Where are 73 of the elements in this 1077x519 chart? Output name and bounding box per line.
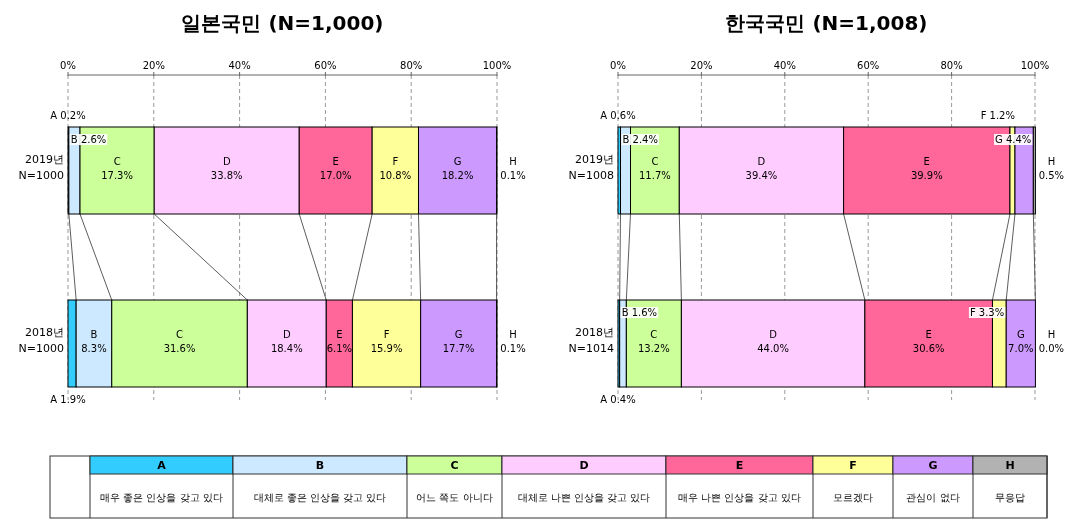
category-label: 2018년 N=1014 xyxy=(568,325,614,355)
text: C xyxy=(176,328,184,340)
text: G 4.4% xyxy=(994,134,1032,145)
data-label: 31.6% xyxy=(163,342,196,354)
series-label: G xyxy=(1016,328,1025,340)
category-label: 2018년 N=1000 xyxy=(18,325,64,355)
text: H xyxy=(509,328,517,340)
text: B 2.6% xyxy=(70,134,107,145)
data-label: 33.8% xyxy=(210,169,243,181)
data-label: 30.6% xyxy=(912,342,945,354)
series-label: C xyxy=(113,155,121,167)
text: B 1.6% xyxy=(621,307,658,318)
series-label: C xyxy=(651,155,659,167)
series-label: D xyxy=(222,155,231,167)
chart-title: 한국국민 (N=1,008) xyxy=(725,11,928,35)
series-label: B xyxy=(90,328,98,340)
data-label: 6.1% xyxy=(326,342,353,354)
x-tick-label: 20% xyxy=(690,60,713,71)
data-label: 17.0% xyxy=(319,169,352,181)
data-label: 7.0% xyxy=(1008,342,1034,354)
data-label: 0.0% xyxy=(1038,342,1065,354)
chart-title: 일본국민 (N=1,000) xyxy=(181,11,384,35)
text: B 2.4% xyxy=(622,134,658,145)
legend: A 매우 좋은 인상을 갖고 있다 B 대체로 좋은 인상을 갖고 있다 C 어느 쪽도 아니다 D 대체로 나쁜 인상을 갖고 있다 E 매우 나쁜 인상을 갖고 있다 F 모르겠다 G 관심이 없다 H 무응답 xyxy=(49,455,1048,519)
x-tick-label: 40% xyxy=(228,60,251,71)
category-label: 2019년 N=1000 xyxy=(18,152,64,182)
text: E xyxy=(925,328,932,340)
text: C xyxy=(650,328,658,340)
x-tick-label: 20% xyxy=(142,60,165,71)
data-label: 15.9% xyxy=(370,342,403,354)
series-label: E xyxy=(923,155,930,167)
text: F 3.3% xyxy=(969,307,1005,318)
series-label: F xyxy=(392,155,399,167)
x-tick-label: 100% xyxy=(1020,60,1050,71)
data-label: 10.8% xyxy=(379,169,412,181)
x-tick-label: 60% xyxy=(314,60,337,71)
data-label: 17.7% xyxy=(442,342,475,354)
x-tick-label: 60% xyxy=(857,60,880,71)
data-label: 0.5% xyxy=(1038,169,1065,181)
data-label: 0.1% xyxy=(500,342,526,354)
text: A 0.4% xyxy=(600,394,636,405)
text: F xyxy=(383,328,390,340)
series-label: H xyxy=(1047,155,1056,167)
text: G xyxy=(454,328,463,340)
text: D xyxy=(769,328,777,340)
x-tick-label: 0% xyxy=(610,60,626,71)
x-tick-label: 80% xyxy=(400,60,423,71)
data-label: 39.4% xyxy=(745,169,778,181)
data-label: 0.1% xyxy=(500,169,526,181)
data-label: 44.0% xyxy=(757,342,790,354)
series-label: G xyxy=(453,155,462,167)
text: H xyxy=(1047,328,1056,340)
text: F 1.2% xyxy=(980,110,1015,121)
series-label: E xyxy=(336,328,343,340)
text: A 0.6% xyxy=(600,110,636,121)
data-label: 11.7% xyxy=(639,169,671,181)
data-label: 13.2% xyxy=(637,342,670,354)
text: A 1.9% xyxy=(50,394,86,405)
data-label: 17.3% xyxy=(101,169,134,181)
text: A 0.2% xyxy=(50,110,86,121)
x-tick-label: 100% xyxy=(482,60,512,71)
x-tick-label: 40% xyxy=(773,60,796,71)
category-label: 2019년 N=1008 xyxy=(568,152,614,182)
data-label: 39.9% xyxy=(910,169,943,181)
x-tick-label: 0% xyxy=(60,60,76,71)
text: E xyxy=(332,155,339,167)
data-label: 18.4% xyxy=(270,342,303,354)
x-tick-label: 80% xyxy=(940,60,963,71)
text: D xyxy=(282,328,291,340)
data-label: 8.3% xyxy=(81,342,107,354)
series-label: H xyxy=(509,155,517,167)
data-label: 18.2% xyxy=(441,169,474,181)
series-label: D xyxy=(757,155,766,167)
